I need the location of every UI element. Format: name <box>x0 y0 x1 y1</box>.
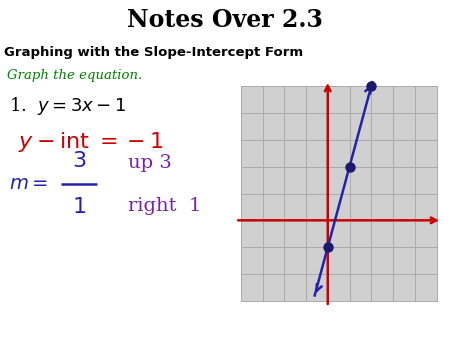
Text: Graphing with the Slope-Intercept Form: Graphing with the Slope-Intercept Form <box>4 46 304 58</box>
Text: Notes Over 2.3: Notes Over 2.3 <box>127 8 323 32</box>
Text: $3$: $3$ <box>72 150 86 172</box>
Text: $m=$: $m=$ <box>9 175 48 193</box>
Text: $y-\mathrm{int}\ =-1$: $y-\mathrm{int}\ =-1$ <box>18 130 164 154</box>
Bar <box>241 86 436 301</box>
Text: right  1: right 1 <box>128 197 202 215</box>
Text: up 3: up 3 <box>128 154 172 172</box>
Text: 1.  $y = 3x-1$: 1. $y = 3x-1$ <box>9 95 126 117</box>
Text: $1$: $1$ <box>72 196 86 218</box>
Text: Graph the equation.: Graph the equation. <box>7 69 142 82</box>
